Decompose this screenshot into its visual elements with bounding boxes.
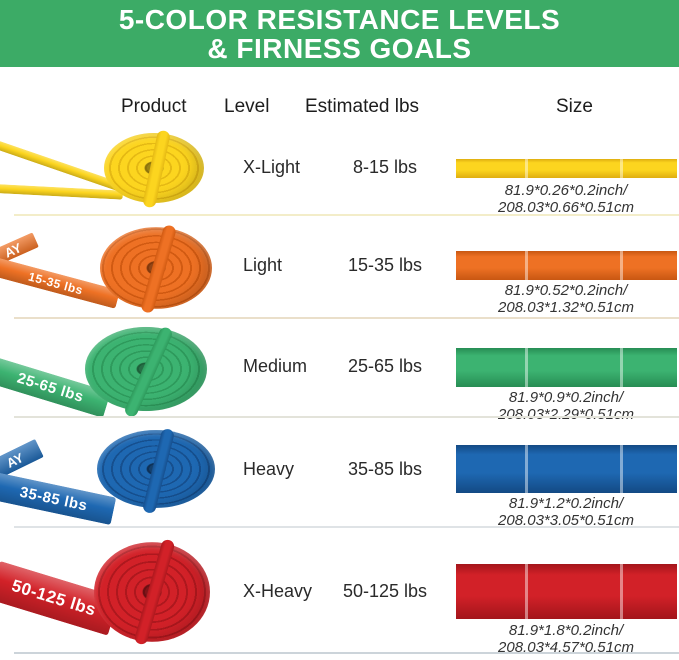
- size-inch: 81.9*1.8*0.2inch/: [508, 622, 624, 639]
- column-header-level: Level: [224, 96, 270, 117]
- level-value: Light: [243, 255, 283, 275]
- weight-range-value: 15-35 lbs: [347, 255, 423, 275]
- column-header-estimated-lbs: Estimated lbs: [305, 96, 420, 117]
- column-header-product: Product: [121, 96, 187, 117]
- size-inch: 81.9*0.52*0.2inch/: [504, 282, 628, 299]
- band-size-bar: [456, 251, 677, 280]
- size-cm: 208.03*1.32*0.51cm: [498, 299, 634, 316]
- bar-segment-divider: [619, 251, 623, 280]
- band-size-bar: [456, 564, 677, 619]
- column-header-size: Size: [556, 96, 593, 117]
- level-value: X-Light: [243, 157, 301, 177]
- size-value: 81.9*0.52*0.2inch/ 208.03*1.32*0.51cm: [446, 282, 679, 316]
- size-value: 81.9*1.2*0.2inch/ 208.03*3.05*0.51cm: [446, 495, 679, 529]
- band-size-bar: [456, 445, 677, 493]
- bar-segment-divider: [619, 159, 623, 178]
- row-divider: [14, 317, 679, 319]
- size-value: 81.9*0.26*0.2inch/ 208.03*0.66*0.51cm: [446, 182, 679, 216]
- bar-segment-divider: [619, 445, 623, 493]
- row-divider: [14, 416, 679, 418]
- weight-range-value: 25-65 lbs: [347, 356, 423, 376]
- weight-range-value: 8-15 lbs: [352, 157, 418, 177]
- band-size-bar: [456, 159, 677, 178]
- row-divider: [14, 652, 679, 654]
- header-banner: 5-COLOR RESISTANCE LEVELS & FIRNESS GOAL…: [0, 0, 679, 67]
- size-cm: 208.03*4.57*0.51cm: [498, 639, 634, 656]
- weight-range-value: 50-125 lbs: [342, 581, 428, 601]
- level-value: Heavy: [243, 459, 295, 479]
- band-size-bar: [456, 348, 677, 387]
- bar-segment-divider: [524, 564, 528, 619]
- row-divider: [14, 214, 679, 216]
- size-cm: 208.03*2.29*0.51cm: [498, 406, 634, 423]
- size-cm: 208.03*0.66*0.51cm: [498, 199, 634, 216]
- size-cm: 208.03*3.05*0.51cm: [498, 512, 634, 529]
- size-value: 81.9*1.8*0.2inch/ 208.03*4.57*0.51cm: [446, 622, 679, 656]
- page-title-line1: 5-COLOR RESISTANCE LEVELS: [118, 4, 561, 35]
- size-inch: 81.9*1.2*0.2inch/: [508, 495, 624, 512]
- size-inch: 81.9*0.26*0.2inch/: [504, 182, 628, 199]
- size-inch: 81.9*0.9*0.2inch/: [508, 389, 624, 406]
- bar-segment-divider: [619, 348, 623, 387]
- bar-segment-divider: [524, 348, 528, 387]
- size-value: 81.9*0.9*0.2inch/ 208.03*2.29*0.51cm: [446, 389, 679, 423]
- level-value: Medium: [243, 356, 308, 376]
- page-title-line2: & FIRNESS GOALS: [207, 33, 472, 64]
- weight-range-value: 35-85 lbs: [347, 459, 423, 479]
- level-value: X-Heavy: [243, 581, 313, 601]
- bar-segment-divider: [524, 445, 528, 493]
- bar-segment-divider: [524, 251, 528, 280]
- bar-segment-divider: [524, 159, 528, 178]
- bar-segment-divider: [619, 564, 623, 619]
- row-divider: [14, 526, 679, 528]
